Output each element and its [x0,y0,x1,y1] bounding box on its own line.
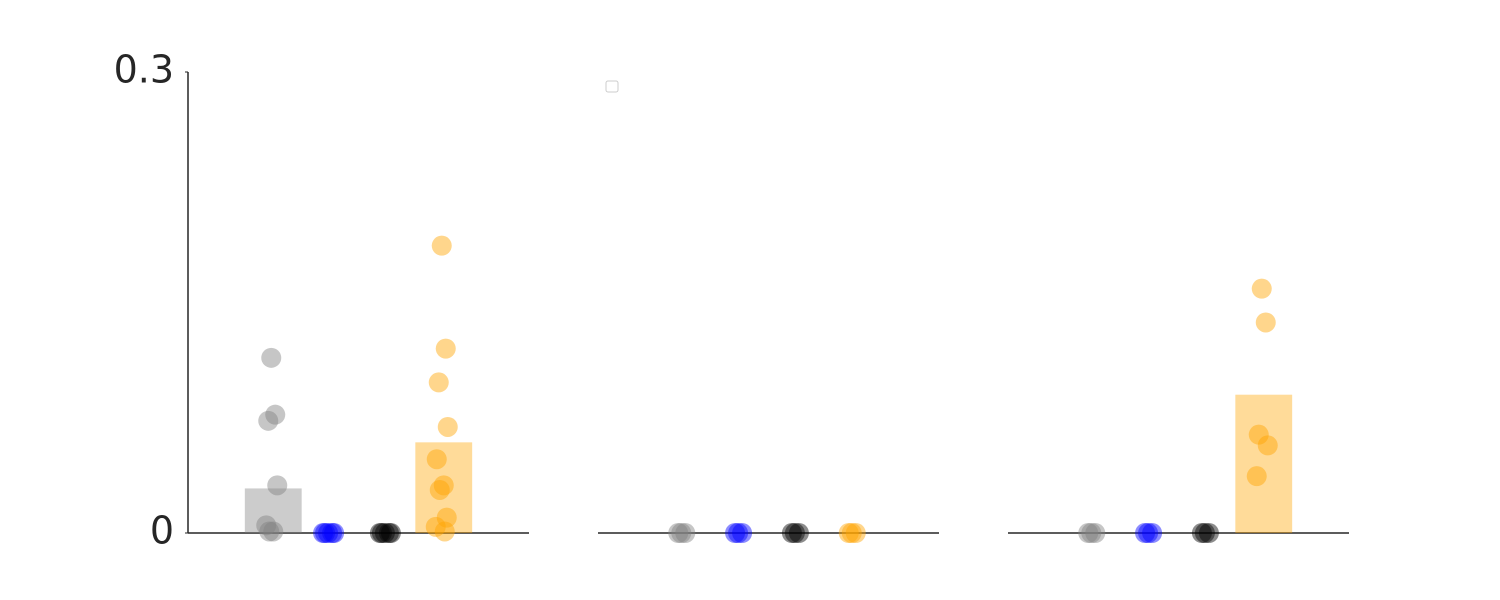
point [1194,523,1215,543]
point [1248,424,1269,445]
point [261,347,282,368]
point [425,516,446,537]
point [315,523,336,543]
point [675,523,696,543]
point [426,449,447,470]
point [371,523,392,543]
point [725,523,746,543]
point [436,507,457,528]
point [324,523,345,543]
point [433,475,454,496]
point [784,523,805,543]
point [437,416,458,437]
bar [415,442,473,533]
point [845,523,866,543]
point [1246,466,1267,487]
point [788,523,809,543]
point [369,523,390,543]
point [434,521,455,542]
point [781,523,802,543]
point [1081,523,1102,543]
point [668,523,689,543]
point [728,523,749,543]
point [428,372,449,393]
point [1257,435,1278,456]
point [259,521,280,542]
y-tick-label: 0.3 [114,48,174,92]
point [671,523,692,543]
point [841,523,862,543]
point [256,515,277,536]
point [263,521,284,542]
point [732,523,753,543]
point [322,523,343,543]
bar [244,488,302,533]
point [267,475,288,496]
point [318,523,339,543]
empty-legend [605,80,619,93]
y-tick-label: 0 [150,509,174,553]
point [1085,523,1106,543]
point [378,523,399,543]
point [258,410,279,431]
point [265,404,286,425]
point [313,523,334,543]
point [1191,523,1212,543]
point [1142,523,1163,543]
point [435,338,456,359]
point [380,523,401,543]
point [1138,523,1159,543]
point [1255,312,1276,333]
point [1135,523,1156,543]
point [1198,523,1219,543]
point [1251,278,1272,299]
point [838,523,859,543]
bar [1235,394,1293,533]
point [431,235,452,256]
point [1078,523,1099,543]
point [429,479,450,500]
point [374,523,395,543]
